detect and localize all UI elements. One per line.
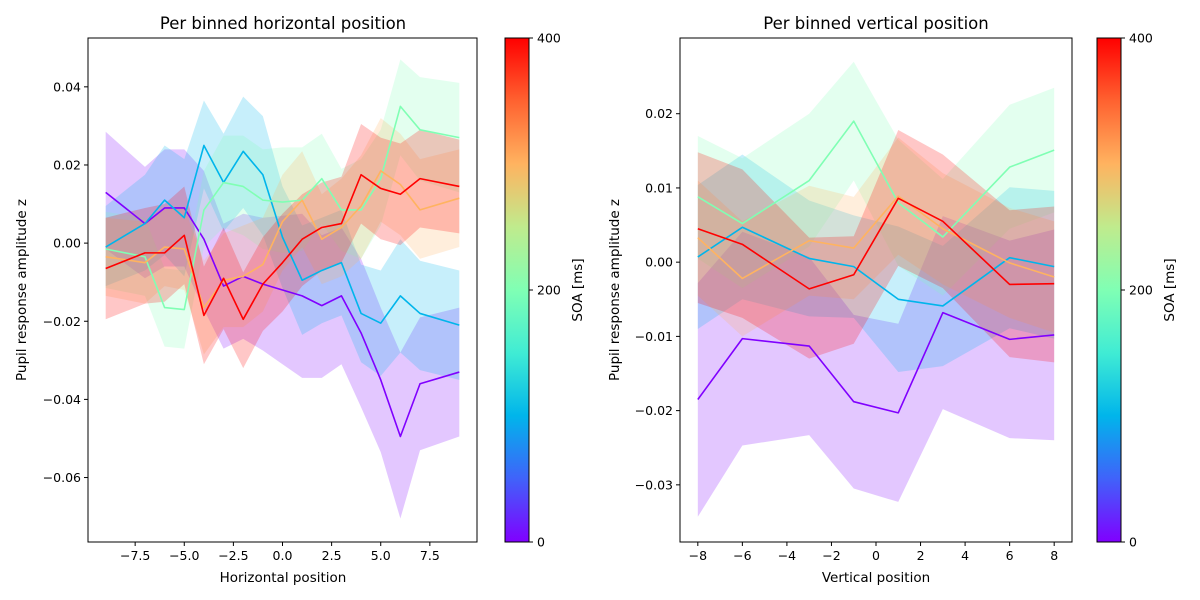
series-lines bbox=[697, 120, 1055, 414]
series-line-soa-100 bbox=[697, 226, 1055, 307]
colorbar-tick-label: 400 bbox=[537, 31, 561, 46]
series-band-soa-200 bbox=[697, 61, 1055, 296]
colorbar-tick-label: 400 bbox=[1129, 31, 1153, 46]
series-line-soa-300 bbox=[697, 195, 1055, 280]
x-axis-ticks: −7.5 −5.0 −2.5 0.0 2.5 5.0 7.5 bbox=[120, 542, 440, 563]
series-band-soa-0 bbox=[105, 131, 460, 519]
y-tick-label: −0.02 bbox=[43, 314, 81, 329]
colorbar-label: SOA [ms] bbox=[1162, 258, 1178, 321]
series-line-soa-100 bbox=[105, 144, 460, 326]
colorbar-tick-label: 200 bbox=[537, 283, 561, 298]
colorbar-gradient bbox=[504, 37, 530, 543]
series-band-soa-100 bbox=[697, 154, 1055, 373]
y-tick-label: −0.03 bbox=[635, 477, 673, 492]
y-tick-label: 0.01 bbox=[645, 180, 673, 195]
series-lines bbox=[105, 105, 460, 438]
confidence-bands bbox=[105, 59, 460, 519]
vertical-position-plot: Per binned vertical position −8 −6 −4 −2 0 2 4… bbox=[607, 14, 1073, 586]
x-tick-label: 8 bbox=[1050, 548, 1058, 563]
x-axis-ticks: −8 −6 −4 −2 0 2 4 6 8 bbox=[689, 542, 1058, 563]
colorbar: 0 200 400 SOA [ms] bbox=[504, 31, 586, 550]
y-tick-label: 0.00 bbox=[53, 236, 81, 251]
colorbar-tick-label: 200 bbox=[1129, 283, 1153, 298]
confidence-bands bbox=[697, 61, 1055, 517]
chart-title: Per binned vertical position bbox=[763, 14, 989, 33]
colorbar-ticks: 0 200 400 bbox=[529, 31, 561, 550]
y-tick-label: −0.01 bbox=[635, 329, 673, 344]
colorbar-label: SOA [ms] bbox=[570, 258, 586, 321]
y-axis-label: Pupil response amplitude z bbox=[607, 199, 623, 381]
series-line-soa-0 bbox=[697, 311, 1055, 414]
x-tick-label: −7.5 bbox=[120, 548, 150, 563]
colorbar-gradient bbox=[1096, 37, 1122, 543]
y-axis-ticks: −0.06 −0.04 −0.02 0.00 0.02 0.04 bbox=[43, 79, 88, 485]
series-band-soa-400 bbox=[697, 130, 1055, 363]
y-tick-label: −0.06 bbox=[43, 470, 81, 485]
series-band-soa-400 bbox=[105, 123, 460, 369]
y-tick-label: 0.00 bbox=[645, 255, 673, 270]
series-line-soa-300 bbox=[105, 170, 460, 309]
series-line-soa-200 bbox=[697, 120, 1055, 238]
series-band-soa-0 bbox=[697, 216, 1055, 517]
x-tick-label: 2 bbox=[917, 548, 925, 563]
chart-title: Per binned horizontal position bbox=[160, 14, 406, 33]
x-tick-label: 5.0 bbox=[371, 548, 391, 563]
x-tick-label: 0.0 bbox=[273, 548, 293, 563]
y-tick-label: −0.02 bbox=[635, 403, 673, 418]
x-tick-label: −2 bbox=[822, 548, 840, 563]
colorbar-tick-label: 0 bbox=[1129, 535, 1137, 550]
y-tick-label: 0.02 bbox=[645, 106, 673, 121]
x-axis-label: Vertical position bbox=[822, 570, 930, 586]
x-tick-label: 6 bbox=[1006, 548, 1014, 563]
series-line-soa-200 bbox=[105, 105, 460, 311]
x-tick-label: −6 bbox=[733, 548, 751, 563]
series-line-soa-400 bbox=[697, 197, 1055, 290]
colorbar-tick-label: 0 bbox=[537, 535, 545, 550]
y-axis-ticks: −0.03 −0.02 −0.01 0.00 0.01 0.02 bbox=[635, 106, 680, 492]
colorbar: 0 200 400 SOA [ms] bbox=[1096, 31, 1178, 550]
x-tick-label: 2.5 bbox=[322, 548, 342, 563]
x-tick-label: 7.5 bbox=[420, 548, 440, 563]
x-tick-label: 4 bbox=[961, 548, 969, 563]
x-tick-label: −8 bbox=[689, 548, 707, 563]
y-tick-label: 0.04 bbox=[53, 79, 81, 94]
x-axis-label: Horizontal position bbox=[220, 570, 347, 586]
x-tick-label: −4 bbox=[778, 548, 796, 563]
y-tick-label: −0.04 bbox=[43, 392, 81, 407]
x-tick-label: 0 bbox=[872, 548, 880, 563]
x-tick-label: −2.5 bbox=[218, 548, 248, 563]
colorbar-ticks: 0 200 400 bbox=[1121, 31, 1153, 550]
horizontal-position-plot: Per binned horizontal position −7.5 −5.0−… bbox=[14, 14, 478, 586]
series-line-soa-400 bbox=[105, 173, 460, 321]
y-axis-label: Pupil response amplitude z bbox=[14, 199, 30, 381]
y-tick-label: 0.02 bbox=[53, 157, 81, 172]
series-line-soa-0 bbox=[105, 191, 460, 438]
x-tick-label: −5.0 bbox=[169, 548, 199, 563]
